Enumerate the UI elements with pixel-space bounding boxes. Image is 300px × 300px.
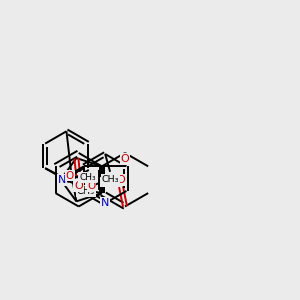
Text: O: O xyxy=(74,181,83,191)
Text: CH₃: CH₃ xyxy=(79,173,96,182)
Text: O: O xyxy=(121,154,129,164)
Text: CH₃: CH₃ xyxy=(101,175,119,184)
Text: N: N xyxy=(58,175,66,185)
Text: O: O xyxy=(117,175,125,185)
Text: O: O xyxy=(87,181,96,191)
Text: O: O xyxy=(65,171,74,181)
Text: N: N xyxy=(101,198,109,208)
Text: CH₃: CH₃ xyxy=(101,178,118,187)
Text: CH₃: CH₃ xyxy=(77,186,95,196)
